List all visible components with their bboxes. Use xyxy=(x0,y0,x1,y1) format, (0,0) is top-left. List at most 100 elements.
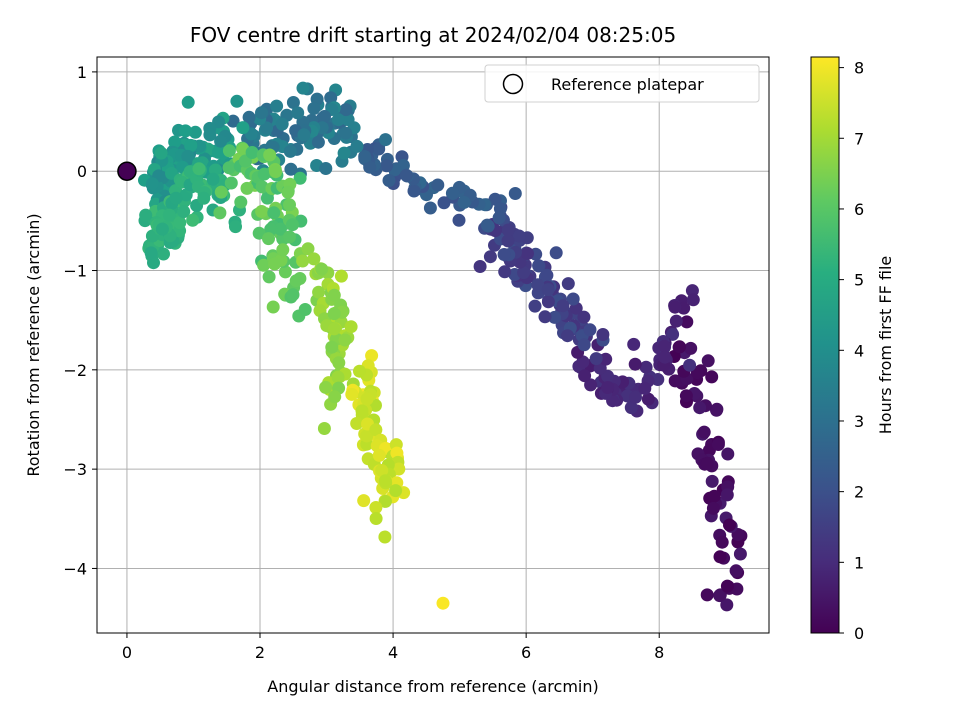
colorbar-tick-label: 5 xyxy=(854,271,864,290)
scatter-point xyxy=(284,162,298,176)
legend-marker-icon xyxy=(502,73,524,95)
scatter-point xyxy=(501,234,515,248)
scatter-point xyxy=(497,248,511,261)
scatter-point xyxy=(369,423,383,437)
scatter-point xyxy=(375,464,389,477)
scatter-point xyxy=(301,242,315,256)
scatter-point xyxy=(206,172,220,186)
scatter-point xyxy=(332,356,346,370)
colorbar-tick-label: 6 xyxy=(854,200,864,219)
scatter-point xyxy=(344,320,358,334)
scatter-point xyxy=(234,195,248,209)
scatter-point xyxy=(576,355,590,369)
x-tick-label: 0 xyxy=(122,643,132,662)
scatter-point xyxy=(229,220,242,234)
scatter-point xyxy=(540,268,554,282)
scatter-point xyxy=(276,243,290,257)
scatter-point xyxy=(705,474,719,488)
scatter-point xyxy=(483,250,497,264)
scatter-point xyxy=(589,352,603,366)
scatter-point xyxy=(723,518,736,532)
y-tick-label: 0 xyxy=(77,162,87,181)
scatter-point xyxy=(345,387,359,401)
scatter-point xyxy=(211,145,225,159)
scatter-point xyxy=(680,315,694,329)
scatter-point xyxy=(262,232,275,246)
scatter-point xyxy=(224,176,238,190)
scatter-point xyxy=(188,125,202,139)
scatter-point xyxy=(327,288,341,302)
scatter-point xyxy=(706,501,720,515)
scatter-point xyxy=(638,381,652,395)
scatter-point xyxy=(378,474,392,488)
scatter-point xyxy=(184,138,198,152)
scatter-point xyxy=(378,530,392,544)
scatter-point xyxy=(382,174,396,187)
scatter-point xyxy=(521,247,534,260)
scatter-point xyxy=(270,99,284,113)
scatter-point xyxy=(214,185,228,199)
scatter-point xyxy=(266,300,280,314)
scatter-point xyxy=(701,354,715,368)
y-tick-label: −1 xyxy=(63,262,87,281)
scatter-point xyxy=(339,126,353,140)
scatter-point xyxy=(561,329,574,343)
scatter-point xyxy=(686,293,700,307)
scatter-point xyxy=(399,168,413,182)
scatter-point xyxy=(669,314,683,328)
scatter-point xyxy=(492,211,506,225)
scatter-point xyxy=(684,341,698,355)
y-tick-label: −3 xyxy=(63,460,87,479)
scatter-point xyxy=(197,191,211,205)
scatter-point xyxy=(315,262,329,276)
scatter-point xyxy=(297,128,311,142)
colorbar-gradient xyxy=(810,56,840,634)
scatter-point xyxy=(353,364,366,378)
scatter-point xyxy=(627,337,641,351)
scatter-point xyxy=(423,201,437,215)
scatter-point xyxy=(452,213,466,227)
scatter-point xyxy=(596,328,610,341)
scatter-point xyxy=(673,340,687,354)
scatter-point xyxy=(666,327,680,341)
scatter-point xyxy=(538,310,552,324)
scatter-point xyxy=(319,380,333,394)
scatter-point xyxy=(255,106,268,120)
scatter-point xyxy=(473,260,487,273)
scatter-point xyxy=(457,195,471,209)
scatter-point xyxy=(240,181,254,195)
scatter-point xyxy=(230,94,244,108)
y-tick-label: −2 xyxy=(63,361,87,380)
scatter-point xyxy=(242,110,256,124)
scatter-point xyxy=(154,146,168,160)
scatter-point xyxy=(566,292,580,306)
scatter-point xyxy=(147,256,160,270)
scatter-point xyxy=(298,303,312,316)
scatter-point xyxy=(577,338,591,352)
scatter-point xyxy=(508,187,522,200)
scatter-point xyxy=(255,205,269,218)
scatter-point xyxy=(317,422,331,435)
scatter-point xyxy=(214,134,228,148)
scatter-point xyxy=(341,113,355,127)
scatter-point xyxy=(350,417,364,430)
scatter-point xyxy=(528,299,542,313)
scatter-point xyxy=(355,404,369,418)
scatter-point xyxy=(379,494,392,508)
chart-title: FOV centre drift starting at 2024/02/04 … xyxy=(190,23,676,47)
scatter-point xyxy=(291,106,305,120)
x-tick-label: 8 xyxy=(654,643,664,662)
scatter-point xyxy=(236,121,250,135)
scatter-point xyxy=(327,322,341,336)
scatter-point xyxy=(715,535,729,549)
scatter-point xyxy=(318,110,331,123)
scatter-point xyxy=(213,206,227,220)
scatter-point xyxy=(541,283,555,297)
scatter-point xyxy=(325,340,339,354)
scatter-point xyxy=(350,139,364,153)
scatter-point xyxy=(169,191,183,205)
scatter-point xyxy=(683,358,697,372)
y-tick-label: 1 xyxy=(77,63,87,82)
scatter-point xyxy=(561,277,575,291)
colorbar-tick-label: 7 xyxy=(854,129,864,148)
